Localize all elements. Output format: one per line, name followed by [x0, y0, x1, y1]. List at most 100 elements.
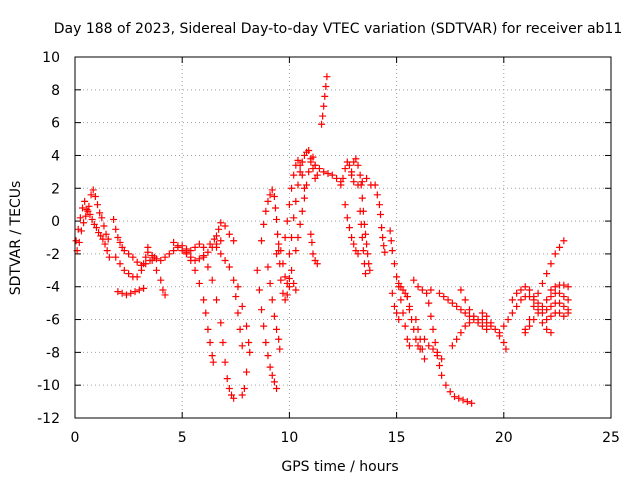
data-point — [91, 192, 99, 200]
data-point — [100, 222, 108, 230]
data-point — [308, 238, 316, 246]
data-point — [438, 355, 446, 363]
data-point — [375, 201, 383, 209]
data-point — [543, 270, 551, 278]
x-tick-labels: 0 5 10 15 20 25 — [71, 430, 620, 446]
data-point — [86, 211, 94, 219]
y-tick-label: 10 — [42, 50, 60, 66]
data-point — [234, 283, 242, 291]
data-point — [313, 171, 321, 179]
x-tick-label: 10 — [280, 430, 298, 446]
data-point — [285, 201, 293, 209]
data-point — [500, 322, 508, 330]
data-point — [148, 252, 156, 260]
data-point — [399, 309, 407, 317]
data-point — [395, 316, 403, 324]
data-point — [357, 181, 365, 189]
data-point — [240, 384, 248, 392]
series-arc-51 — [547, 281, 572, 294]
data-point — [275, 335, 283, 343]
data-point — [170, 247, 178, 255]
chart-title: Day 188 of 2023, Sidereal Day-to-day VTE… — [54, 21, 623, 37]
series-arc-4 — [112, 248, 152, 281]
data-point — [213, 296, 221, 304]
data-point — [517, 286, 525, 294]
data-point — [74, 225, 82, 233]
data-point — [105, 253, 113, 261]
x-tick-label: 0 — [71, 430, 80, 446]
series-arc-19 — [281, 156, 308, 241]
series-arc-42 — [442, 381, 476, 407]
data-point — [230, 394, 238, 402]
data-point — [366, 266, 374, 274]
y-axis-label: SDTVAR / TECUs — [8, 181, 24, 296]
series-arc-29 — [371, 181, 385, 219]
data-point — [288, 184, 296, 192]
x-tick-label: 20 — [495, 430, 513, 446]
series-arc-8 — [170, 237, 225, 264]
data-point — [521, 283, 529, 291]
series-arc-16 — [264, 263, 284, 353]
data-point — [309, 153, 317, 161]
data-point — [230, 237, 238, 245]
data-point — [110, 215, 118, 223]
data-point — [468, 399, 476, 407]
data-point — [206, 240, 214, 248]
series-arc-28 — [356, 207, 370, 278]
data-point — [305, 168, 313, 176]
data-point — [414, 283, 422, 291]
series-arc-23 — [318, 73, 331, 128]
data-point — [363, 240, 371, 248]
series-arc-20 — [285, 147, 319, 258]
data-point — [410, 276, 418, 284]
data-point — [551, 283, 559, 291]
x-tick-label: 25 — [602, 430, 620, 446]
data-point — [373, 191, 381, 199]
axis-ticks — [74, 56, 612, 419]
data-point — [502, 345, 510, 353]
data-point — [309, 250, 317, 258]
data-point — [414, 325, 422, 333]
data-point — [508, 309, 516, 317]
data-point — [140, 284, 148, 292]
data-point — [165, 250, 173, 258]
data-point — [463, 398, 471, 406]
data-point — [446, 388, 454, 396]
y-tick-label: -2 — [46, 247, 60, 263]
data-point — [457, 306, 465, 314]
data-point — [279, 289, 287, 297]
series-arc-39 — [420, 335, 446, 363]
data-point — [236, 325, 244, 333]
data-point — [465, 306, 473, 314]
data-point — [551, 250, 559, 258]
data-point — [219, 339, 227, 347]
data-point — [345, 161, 353, 169]
data-point — [290, 214, 298, 222]
data-point — [133, 258, 141, 266]
data-point — [120, 247, 128, 255]
data-point — [255, 286, 263, 294]
data-point — [127, 289, 135, 297]
data-point — [258, 306, 266, 314]
data-point — [320, 102, 328, 110]
data-point — [191, 243, 199, 251]
data-point — [318, 120, 326, 128]
data-point — [530, 302, 538, 310]
data-point — [429, 345, 437, 353]
series-arc-41 — [448, 316, 491, 350]
data-point — [221, 358, 229, 366]
data-point — [92, 224, 100, 232]
y-tick-label: 6 — [51, 116, 60, 132]
data-point — [440, 293, 448, 301]
data-point — [483, 312, 491, 320]
data-point — [246, 348, 254, 356]
data-point — [96, 209, 104, 217]
data-point — [102, 230, 110, 238]
data-point — [182, 248, 190, 256]
data-point — [135, 286, 143, 294]
data-point — [120, 266, 128, 274]
data-point — [243, 368, 251, 376]
data-point — [521, 329, 529, 337]
data-point — [543, 325, 551, 333]
